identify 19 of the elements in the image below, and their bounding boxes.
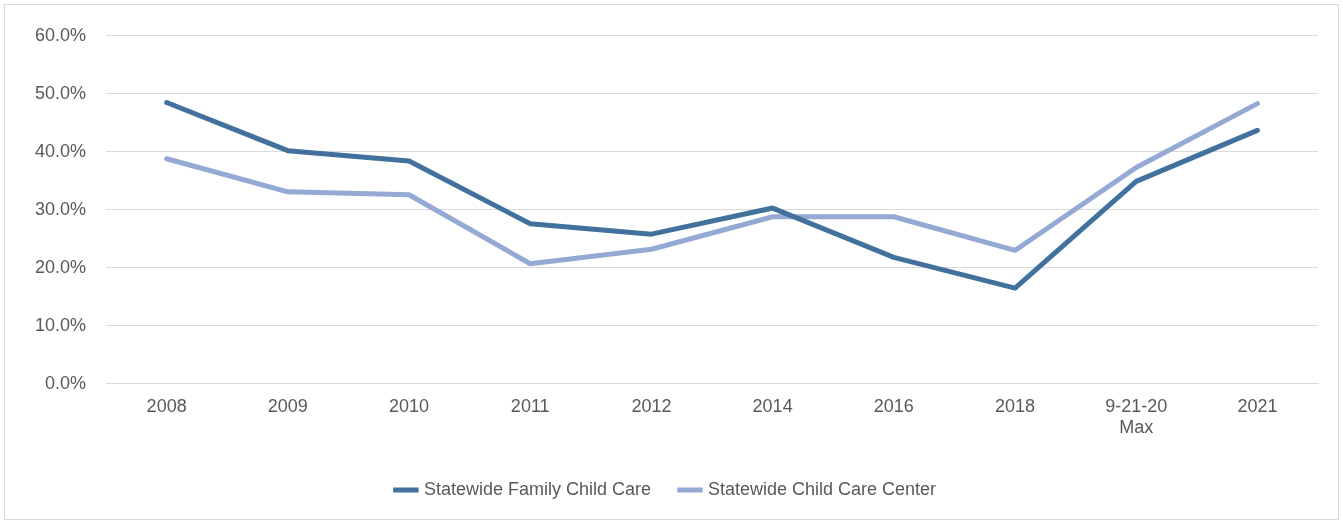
x-tick-label: 2010: [389, 395, 430, 416]
x-tick-label: 9-21-20 Max: [1105, 395, 1168, 438]
y-tick-label: 40.0%: [34, 140, 87, 161]
x-tick-label: 2016: [873, 395, 914, 416]
x-tick-label: 2014: [752, 395, 793, 416]
x-tick-label: 2012: [631, 395, 672, 416]
legend-label: Statewide Child Care Center: [707, 478, 937, 499]
x-tick-label: 2011: [510, 395, 550, 416]
x-tick-label: 2021: [1237, 395, 1278, 416]
x-tick-label: 2009: [267, 395, 308, 416]
y-tick-label: 20.0%: [34, 256, 87, 277]
x-tick-label: 2018: [994, 395, 1036, 416]
legend-label: Statewide Family Child Care: [423, 478, 651, 499]
y-tick-label: 60.0%: [34, 24, 87, 45]
y-tick-label: 0.0%: [45, 372, 87, 393]
y-tick-label: 50.0%: [34, 82, 87, 103]
y-tick-label: 10.0%: [34, 314, 87, 335]
y-tick-label: 30.0%: [34, 198, 87, 219]
x-tick-label: 2008: [146, 395, 187, 416]
